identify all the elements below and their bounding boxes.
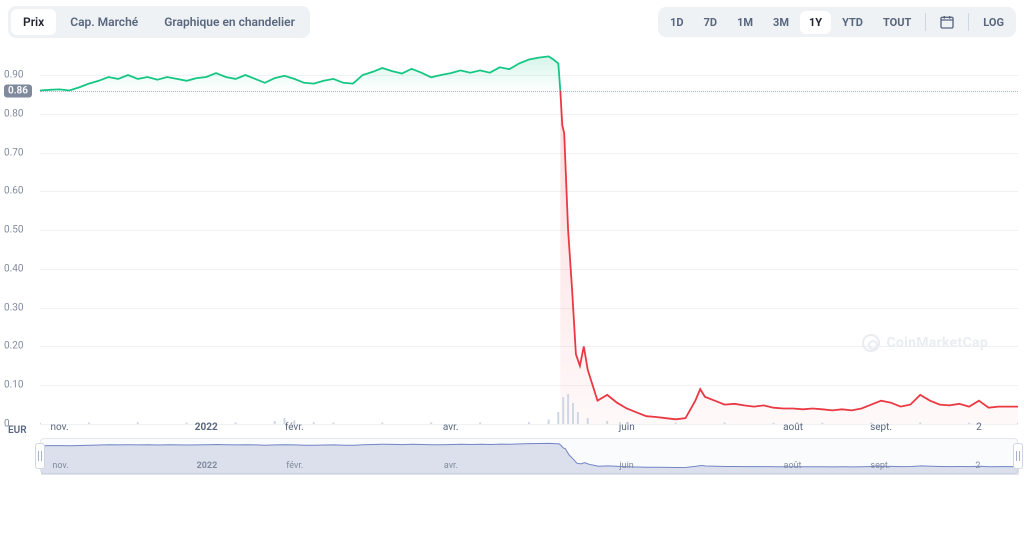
y-tick: 0.50	[4, 225, 24, 236]
brush-handle-left[interactable]	[35, 443, 45, 469]
range-7D[interactable]: 7D	[695, 11, 726, 34]
watermark-icon	[862, 334, 880, 352]
x-tick: avr.	[443, 422, 459, 433]
view-tab-0[interactable]: Prix	[11, 9, 56, 35]
watermark: CoinMarketCap	[862, 334, 988, 352]
x-tick: 2	[976, 422, 982, 433]
brush-x-tick: févr.	[286, 461, 303, 471]
x-tick: juin	[619, 422, 635, 433]
y-tick: 0.40	[4, 263, 24, 274]
brush-x-tick: juin	[619, 461, 633, 471]
range-1M[interactable]: 1M	[728, 11, 762, 34]
range-1Y[interactable]: 1Y	[800, 11, 831, 34]
chart-area: 00.100.200.300.400.500.600.700.800.90 0.…	[0, 44, 1024, 474]
x-tick: nov.	[50, 422, 68, 433]
calendar-button[interactable]	[931, 10, 963, 34]
brush-handle-right[interactable]	[1013, 443, 1023, 469]
brush-x-tick: nov.	[52, 461, 68, 471]
brush-x-tick: 2	[975, 461, 980, 471]
view-tab-2[interactable]: Graphique en chandelier	[152, 9, 307, 35]
y-tick: 0.80	[4, 108, 24, 119]
y-tick: 0.60	[4, 186, 24, 197]
price-svg	[40, 44, 1018, 424]
view-tab-1[interactable]: Cap. Marché	[58, 9, 150, 35]
log-toggle[interactable]: LOG	[974, 11, 1013, 34]
time-brush[interactable]: nov. 2022 févr. avr. juin août sept. 2	[40, 438, 1018, 474]
watermark-text: CoinMarketCap	[886, 335, 988, 351]
x-tick: sept.	[870, 422, 892, 433]
reference-line	[40, 91, 1018, 92]
reference-badge: 0.86	[4, 84, 32, 97]
currency-label: EUR	[8, 425, 27, 436]
plot-region[interactable]: 0.86 CoinMarketCap	[40, 44, 1018, 424]
range-group: 1D7D1M3M1YYTDTOUT LOG	[658, 7, 1016, 37]
brush-x-tick: 2022	[197, 461, 218, 471]
range-YTD[interactable]: YTD	[833, 11, 872, 34]
chart-toolbar: PrixCap. MarchéGraphique en chandelier 1…	[0, 0, 1024, 44]
view-tab-group: PrixCap. MarchéGraphique en chandelier	[8, 6, 310, 38]
separator	[968, 13, 969, 31]
range-1D[interactable]: 1D	[661, 11, 692, 34]
y-tick: 0.20	[4, 341, 24, 352]
calendar-icon	[939, 14, 955, 30]
x-tick: 2022	[195, 422, 218, 433]
x-tick: août	[783, 422, 803, 433]
range-TOUT[interactable]: TOUT	[874, 11, 920, 34]
range-3M[interactable]: 3M	[764, 11, 798, 34]
y-axis: 00.100.200.300.400.500.600.700.800.90	[0, 44, 40, 424]
y-tick: 0.30	[4, 302, 24, 313]
separator	[925, 13, 926, 31]
brush-x-tick: sept.	[870, 461, 890, 471]
brush-x-tick: août	[784, 461, 802, 471]
y-tick: 0.90	[4, 70, 24, 81]
y-tick: 0.70	[4, 147, 24, 158]
x-axis-labels: nov. 2022 févr. avr. juin août sept. 2	[40, 422, 1018, 436]
brush-x-tick: avr.	[444, 461, 458, 471]
x-tick: févr.	[285, 422, 304, 433]
y-tick: 0.10	[4, 380, 24, 391]
